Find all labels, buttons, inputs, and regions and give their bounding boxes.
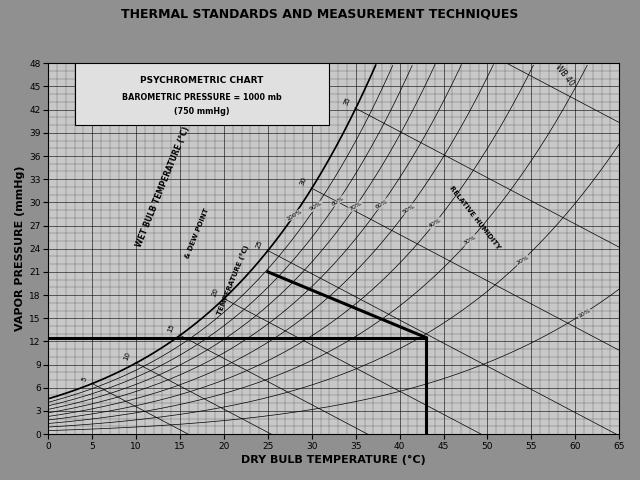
Y-axis label: VAPOR PRESSURE (mmHg): VAPOR PRESSURE (mmHg): [15, 166, 25, 332]
Text: TEMPERATURE (°C): TEMPERATURE (°C): [216, 243, 250, 316]
Text: 50%: 50%: [401, 203, 415, 215]
Text: 60%: 60%: [375, 198, 389, 209]
Text: 30: 30: [298, 176, 307, 187]
Text: 80%: 80%: [331, 195, 346, 206]
Text: 35: 35: [342, 96, 351, 107]
Text: 25: 25: [255, 239, 264, 249]
Text: 90%: 90%: [309, 201, 323, 212]
Text: WET BULB TEMPERATURE (°C): WET BULB TEMPERATURE (°C): [134, 125, 191, 249]
X-axis label: DRY BULB TEMPERATURE (°C): DRY BULB TEMPERATURE (°C): [241, 455, 426, 465]
Text: 5: 5: [81, 376, 88, 382]
Text: 40%: 40%: [428, 217, 442, 229]
FancyBboxPatch shape: [75, 63, 330, 125]
Text: 70%: 70%: [348, 201, 363, 212]
Text: PSYCHROMETRIC CHART: PSYCHROMETRIC CHART: [140, 76, 264, 85]
Text: 10%: 10%: [577, 308, 591, 319]
Text: THERMAL STANDARDS AND MEASUREMENT TECHNIQUES: THERMAL STANDARDS AND MEASUREMENT TECHNI…: [122, 7, 518, 20]
Text: 30%: 30%: [463, 234, 477, 246]
Text: 10: 10: [123, 351, 132, 361]
Text: 20%: 20%: [515, 254, 530, 266]
Text: (750 mmHg): (750 mmHg): [174, 107, 230, 116]
Text: & DEW POINT: & DEW POINT: [185, 207, 211, 259]
Text: 15: 15: [167, 324, 175, 334]
Text: RELATIVE HUMIDITY: RELATIVE HUMIDITY: [448, 185, 501, 251]
Text: BAROMETRIC PRESSURE = 1000 mb: BAROMETRIC PRESSURE = 1000 mb: [122, 93, 282, 102]
Text: WB 40: WB 40: [554, 62, 576, 87]
Text: 100%: 100%: [285, 208, 303, 222]
Text: 20: 20: [211, 287, 220, 297]
